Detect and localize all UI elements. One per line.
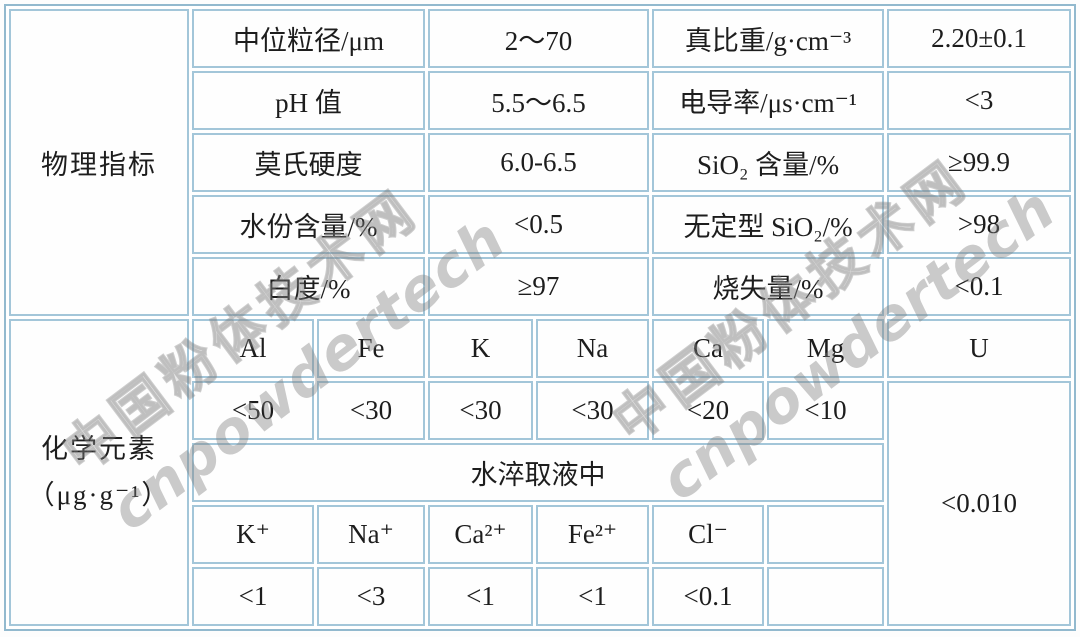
element-header-cell: Na — [536, 319, 650, 378]
param-name-cell: pH 值 — [192, 71, 426, 130]
element-header-cell: U — [887, 319, 1072, 378]
physical-row-3: 莫氏硬度 6.0-6.5 SiO₂ 含量/% ≥99.9 — [9, 133, 1072, 192]
param-name-cell: 无定型 SiO₂/% — [652, 195, 885, 254]
physical-row-2: pH 值 5.5～6.5 电导率/μs·cm⁻¹ <3 — [9, 71, 1072, 130]
param-name-cell: 烧失量/% — [652, 257, 885, 316]
ion-value-cell: <1 — [428, 567, 534, 626]
chemical-section-label-unit: （μg·g⁻¹） — [27, 479, 171, 510]
element-value-cell: <30 — [317, 381, 426, 440]
ion-header-row: K⁺ Na⁺ Ca²⁺ Fe²⁺ Cl⁻ — [9, 505, 1071, 564]
param-value-cell: 6.0-6.5 — [428, 133, 650, 192]
ion-value-cell: <0.1 — [652, 567, 765, 626]
element-value-cell: <30 — [536, 381, 650, 440]
physical-section-label: 物理指标 — [9, 9, 189, 316]
physical-row-4: 水份含量/% <0.5 无定型 SiO₂/% >98 — [9, 195, 1072, 254]
param-value-cell: ≥99.9 — [887, 133, 1072, 192]
element-value-cell: <50 — [192, 381, 314, 440]
uranium-value-cell: <0.010 — [887, 381, 1072, 626]
element-value-cell: <30 — [428, 381, 534, 440]
element-header-cell: Mg — [767, 319, 885, 378]
param-value-cell: 5.5～6.5 — [428, 71, 650, 130]
param-name-cell: 真比重/g·cm⁻³ — [652, 9, 885, 68]
param-name-cell: 中位粒径/μm — [192, 9, 426, 68]
param-value-cell: <3 — [887, 71, 1072, 130]
element-value-cell: <10 — [767, 381, 885, 440]
physical-row-5: 白度/% ≥97 烧失量/% <0.1 — [9, 257, 1072, 316]
ion-value-cell: <1 — [536, 567, 650, 626]
leachate-label-cell: 水淬取液中 — [192, 443, 885, 502]
chemical-section-label-line1: 化学元素 — [41, 433, 157, 464]
ion-value-cell: <1 — [192, 567, 314, 626]
param-value-cell: >98 — [887, 195, 1072, 254]
param-name-cell: 电导率/μs·cm⁻¹ — [652, 71, 885, 130]
physical-row-1: 物理指标 中位粒径/μm 2～70 真比重/g·cm⁻³ 2.20±0.1 — [9, 9, 1072, 316]
spec-table: 物理指标 中位粒径/μm 2～70 真比重/g·cm⁻³ 2.20±0.1 pH… — [4, 4, 1077, 631]
param-name-cell: 水份含量/% — [192, 195, 426, 254]
empty-cell — [767, 505, 885, 564]
param-name-cell: SiO₂ 含量/% — [652, 133, 885, 192]
element-header-cell: Fe — [317, 319, 426, 378]
chemical-section-label: 化学元素 （μg·g⁻¹） — [9, 319, 189, 626]
param-value-cell: 2～70 — [428, 9, 650, 68]
empty-cell — [767, 567, 885, 626]
param-value-cell: ≥97 — [428, 257, 650, 316]
param-name-cell: 莫氏硬度 — [192, 133, 426, 192]
leachate-header-row: 水淬取液中 — [9, 443, 1071, 502]
element-header-cell: Ca — [652, 319, 765, 378]
element-header-cell: K — [428, 319, 534, 378]
ion-header-cell: Cl⁻ — [652, 505, 765, 564]
ion-header-cell: Fe²⁺ — [536, 505, 650, 564]
ion-value-row: <1 <3 <1 <1 <0.1 — [9, 567, 1071, 626]
ion-header-cell: K⁺ — [192, 505, 314, 564]
param-value-cell: 2.20±0.1 — [887, 9, 1072, 68]
element-value-row: <50 <30 <30 <30 <20 <10 <0.010 — [9, 381, 1072, 626]
element-header-row: 化学元素 （μg·g⁻¹） Al Fe K Na Ca Mg U — [9, 319, 1072, 626]
param-name-cell: 白度/% — [192, 257, 426, 316]
param-value-cell: <0.5 — [428, 195, 650, 254]
element-header-cell: Al — [192, 319, 314, 378]
ion-header-cell: Ca²⁺ — [428, 505, 534, 564]
ion-value-cell: <3 — [317, 567, 426, 626]
element-value-cell: <20 — [652, 381, 765, 440]
ion-header-cell: Na⁺ — [317, 505, 426, 564]
param-value-cell: <0.1 — [887, 257, 1072, 316]
